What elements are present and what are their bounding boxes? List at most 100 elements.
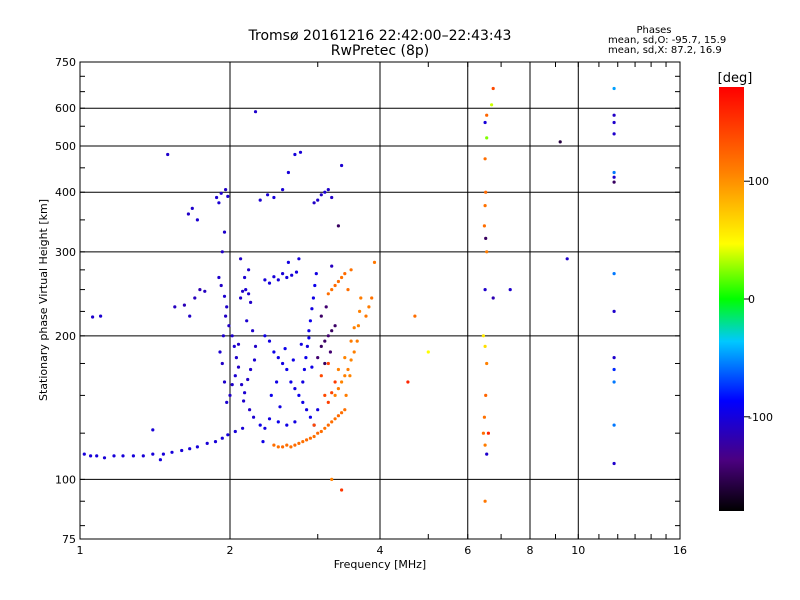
data-point: [294, 270, 299, 274]
data-point: [310, 307, 314, 311]
data-point: [307, 329, 311, 333]
data-point: [483, 288, 487, 292]
data-point: [247, 292, 251, 296]
data-point: [215, 195, 219, 200]
data-point: [483, 499, 487, 503]
data-point: [483, 344, 487, 348]
data-point: [323, 361, 327, 366]
data-point: [220, 250, 224, 254]
data-point: [293, 387, 297, 391]
data-point: [89, 454, 93, 458]
data-point: [481, 334, 485, 338]
grid-lines: [80, 62, 680, 539]
colorbar-tick-label: -100: [748, 411, 773, 424]
data-point: [333, 380, 337, 384]
data-point: [182, 303, 186, 307]
data-point: [188, 314, 192, 318]
data-point: [241, 289, 245, 293]
data-point: [249, 300, 253, 304]
data-point: [326, 361, 330, 366]
data-point: [217, 201, 221, 205]
data-point: [352, 350, 356, 354]
data-point: [253, 344, 258, 348]
data-point: [482, 224, 486, 228]
data-point: [252, 415, 256, 419]
x-tick-label: 16: [673, 544, 687, 557]
data-point: [239, 257, 243, 261]
data-point: [299, 342, 303, 346]
data-point: [230, 334, 234, 338]
data-point: [485, 452, 489, 456]
data-point: [482, 415, 486, 419]
data-point: [281, 361, 285, 366]
data-point: [234, 356, 238, 360]
data-point: [343, 272, 347, 276]
data-point: [289, 380, 293, 384]
data-point: [158, 458, 162, 462]
data-point: [285, 367, 289, 372]
data-point: [258, 198, 262, 202]
data-point: [319, 193, 323, 197]
data-point: [195, 445, 199, 449]
data-point: [364, 314, 368, 318]
data-point: [217, 275, 221, 280]
data-point: [190, 206, 194, 210]
data-point: [82, 452, 86, 456]
data-point: [166, 152, 170, 157]
data-point: [248, 408, 252, 412]
x-tick-label: 2: [227, 544, 234, 557]
data-point: [340, 488, 344, 492]
y-tick-label: 500: [55, 140, 76, 153]
data-point: [343, 356, 347, 360]
data-point: [233, 374, 237, 378]
data-point: [239, 296, 243, 300]
data-point: [91, 315, 95, 319]
data-point: [483, 443, 487, 447]
data-point: [319, 344, 323, 348]
data-point: [276, 420, 280, 424]
data-point: [612, 272, 616, 276]
data-point: [218, 350, 222, 354]
data-point: [612, 120, 616, 125]
data-point: [319, 314, 323, 318]
data-point: [225, 305, 229, 309]
data-point: [333, 324, 337, 328]
data-point: [151, 428, 155, 432]
data-point: [305, 344, 309, 348]
data-point: [258, 423, 262, 427]
data-point: [121, 454, 125, 458]
data-point: [508, 288, 512, 292]
data-point: [346, 288, 350, 292]
data-point: [245, 319, 249, 323]
data-point: [484, 393, 488, 397]
data-point: [301, 400, 305, 404]
x-tick-label: 10: [571, 544, 585, 557]
data-point: [612, 175, 616, 179]
data-point: [301, 440, 305, 444]
data-point: [340, 411, 344, 415]
data-point: [612, 461, 616, 466]
data-point: [370, 296, 374, 300]
data-point: [485, 136, 489, 140]
colorbar-ticks: 100 0 -100: [744, 175, 773, 424]
data-point: [612, 356, 616, 360]
data-point: [323, 393, 327, 397]
data-point: [483, 157, 487, 161]
data-point: [336, 367, 340, 372]
data-point: [340, 380, 344, 384]
y-axis-label: Stationary phase Virtual Height [km]: [37, 199, 50, 401]
data-point: [267, 417, 272, 421]
y-tick-label: 200: [55, 330, 76, 343]
data-point: [267, 281, 272, 285]
data-point: [290, 273, 294, 277]
data-point: [349, 358, 353, 362]
data-point: [485, 250, 489, 254]
x-tick-label: 8: [527, 544, 534, 557]
data-point: [180, 448, 184, 453]
x-tick-label: 4: [377, 544, 384, 557]
data-point: [224, 188, 228, 192]
data-point: [213, 440, 218, 444]
data-point: [490, 103, 494, 107]
data-point: [316, 356, 320, 360]
colorbar-tick-label: 0: [748, 293, 755, 306]
